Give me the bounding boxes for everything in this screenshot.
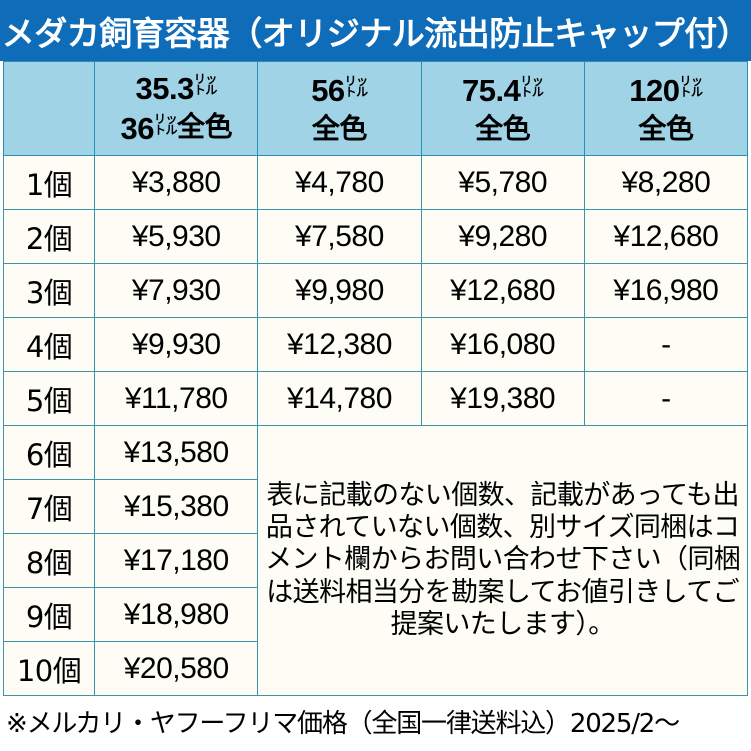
price-cell-unavailable: - [583, 317, 749, 372]
note-cell: 表に記載のない個数、記載があっても出品されていない個数、別サイズ同梱はコメント欄… [257, 425, 748, 696]
table-row: 9個 ¥18,980 [2, 587, 748, 642]
row-quantity-label: 9個 [2, 587, 96, 642]
table-row: 5個 ¥11,780 ¥14,780 ¥19,380 - [2, 371, 749, 426]
page-title: メダカ飼育容器（オリジナル流出防止キャップ付） [1, 13, 750, 53]
row-quantity-label: 10個 [2, 641, 96, 696]
price-cell-unavailable: - [583, 371, 749, 426]
table-row: 2個 ¥5,930 ¥7,580 ¥9,280 ¥12,680 [2, 209, 749, 264]
row-quantity-label: 6個 [2, 425, 96, 480]
price-cell: ¥4,780 [257, 155, 422, 210]
table-row: 8個 ¥17,180 [2, 533, 748, 588]
price-cell: ¥11,780 [94, 371, 259, 426]
price-cell: ¥5,930 [94, 209, 259, 264]
price-cell: ¥12,380 [257, 317, 422, 372]
price-cell: ¥9,280 [420, 209, 585, 264]
table-header: 35.3 リッ トル 36 リッ トル 全色 [2, 61, 749, 156]
price-cell: ¥9,930 [94, 317, 259, 372]
header-col-35-3: 35.3 リッ トル 36 リッ トル 全色 [94, 61, 259, 156]
table-row: 1個 ¥3,880 ¥4,780 ¥5,780 ¥8,280 [2, 155, 749, 210]
table-row: 7個 ¥15,380 [2, 479, 748, 534]
price-cell: ¥7,580 [257, 209, 422, 264]
price-cell: ¥9,980 [257, 263, 422, 318]
price-cell: ¥16,980 [583, 263, 749, 318]
row-quantity-label: 8個 [2, 533, 96, 588]
price-cell: ¥14,780 [257, 371, 422, 426]
header-volume-unit-alt: リッ トル [153, 112, 178, 138]
header-volume-number: 120 [629, 72, 680, 108]
footer-note: ※メルカリ・ヤフーフリマ価格（全国一律送料込）2025/2～ [6, 709, 680, 739]
table-row: 6個 ¥13,580 表に記載のない個数、記載があっても出品されていない個数、別… [2, 425, 748, 696]
row-quantity-label: 3個 [2, 263, 96, 318]
price-cell: ¥12,680 [583, 209, 749, 264]
price-cell: ¥7,930 [94, 263, 259, 318]
header-corner-cell [2, 61, 96, 156]
row-quantity-label: 4個 [2, 317, 96, 372]
header-volume-unit: リッ トル [344, 73, 369, 99]
price-cell: ¥13,580 [94, 425, 259, 480]
header-color-label: 全色 [638, 111, 694, 145]
header-volume-number: 75.4 [461, 72, 521, 108]
price-cell: ¥12,680 [420, 263, 585, 318]
table-row: 4個 ¥9,930 ¥12,380 ¥16,080 - [2, 317, 749, 372]
header-color-label: 全色 [311, 111, 368, 145]
price-cell: ¥5,780 [420, 155, 585, 210]
row-quantity-label: 2個 [2, 209, 96, 264]
header-volume-unit: リッ トル [679, 73, 703, 99]
price-cell: ¥20,580 [94, 641, 259, 696]
table-row: 3個 ¥7,930 ¥9,980 ¥12,680 ¥16,980 [2, 263, 749, 318]
price-cell: ¥16,080 [420, 317, 585, 372]
header-color-label: 全色 [475, 111, 531, 145]
header-row: 35.3 リッ トル 36 リッ トル 全色 [2, 61, 749, 156]
price-table: 35.3 リッ トル 36 リッ トル 全色 [2, 61, 749, 696]
price-cell: ¥17,180 [94, 533, 259, 588]
price-cell: ¥18,980 [94, 587, 259, 642]
table-body: 1個 ¥3,880 ¥4,780 ¥5,780 ¥8,280 2個 ¥5,930… [2, 155, 749, 696]
header-volume-number-alt: 36 [120, 111, 154, 146]
header-color-label: 全色 [176, 110, 233, 143]
row-quantity-label: 5個 [2, 371, 96, 426]
header-col-120: 120 リッ トル 全色 [583, 61, 749, 156]
title-banner: メダカ飼育容器（オリジナル流出防止キャップ付） [0, 0, 751, 61]
price-cell: ¥3,880 [94, 155, 259, 210]
header-volume-number: 56 [311, 72, 345, 108]
price-cell: ¥8,280 [583, 155, 749, 210]
header-volume-number: 35.3 [135, 71, 195, 106]
row-quantity-label: 7個 [2, 479, 96, 534]
price-cell: ¥19,380 [420, 371, 585, 426]
note-text: 表に記載のない個数、記載があっても出品されていない個数、別サイズ同梱はコメント欄… [265, 479, 741, 641]
header-col-56: 56 リッ トル 全色 [257, 61, 422, 156]
header-col-75-4: 75.4 リッ トル 全色 [420, 61, 585, 156]
header-volume-unit: リッ トル [520, 73, 544, 99]
row-quantity-label: 1個 [2, 155, 96, 210]
header-volume-unit: リッ トル [193, 72, 218, 98]
price-cell: ¥15,380 [94, 479, 259, 534]
table-row: 10個 ¥20,580 [2, 641, 748, 696]
